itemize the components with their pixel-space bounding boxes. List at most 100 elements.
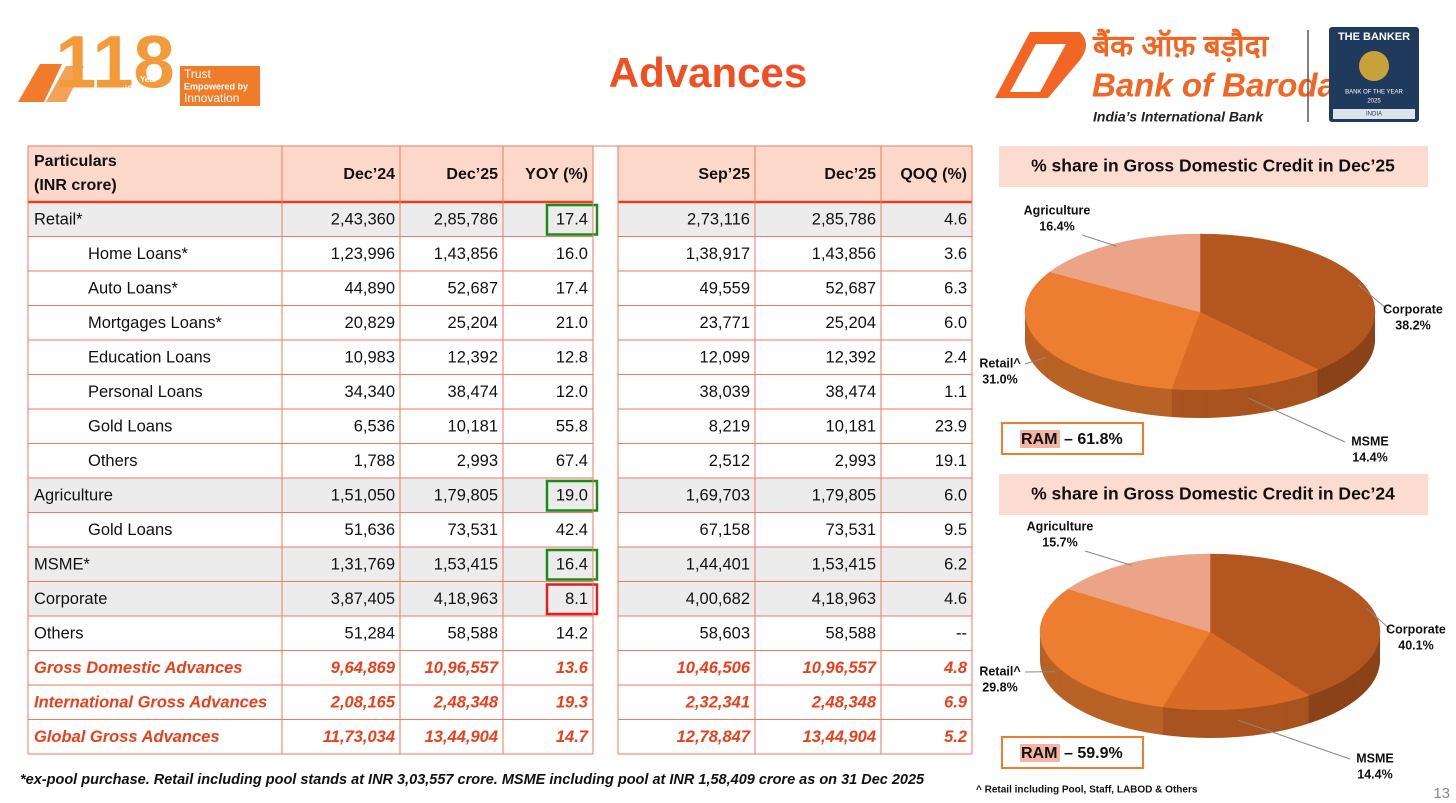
cell: 13,44,904 (425, 728, 498, 746)
row-label: Retail* (34, 211, 83, 229)
cell: 2,85,786 (812, 211, 876, 229)
annotation-key: RAM (1021, 745, 1057, 762)
cell: 9,64,869 (331, 659, 396, 677)
chart-title-bg (999, 474, 1428, 515)
cell: 67,158 (700, 521, 750, 539)
cell: 4.6 (944, 211, 967, 229)
cell: 2,08,165 (330, 694, 396, 712)
pie-value-label: 16.4% (1039, 219, 1074, 233)
logo-shape (18, 64, 62, 102)
cell: 42.4 (556, 521, 588, 539)
logo-shape (1010, 44, 1066, 92)
cell: 2,85,786 (434, 211, 498, 229)
pie-label: MSME (1356, 751, 1394, 765)
chart-title: % share in Gross Domestic Credit in Dec’… (1031, 156, 1395, 176)
cell: 11,73,034 (323, 728, 395, 746)
cell: 19.3 (556, 694, 588, 712)
annotation-key: RAM (1021, 431, 1057, 448)
cell: 2,48,348 (433, 694, 499, 712)
cell: 12,392 (448, 349, 498, 367)
cell: 10,46,506 (677, 659, 751, 677)
cell: 10,181 (826, 418, 876, 436)
cell: 52,687 (826, 280, 876, 298)
cell: 8,219 (709, 418, 750, 436)
award-text: 2025 (1367, 99, 1381, 105)
cell: 73,531 (826, 521, 876, 539)
cell: 4,18,963 (812, 590, 876, 608)
leader-line (1237, 719, 1351, 760)
chart-title-bg (999, 146, 1428, 187)
row-bg (618, 581, 972, 616)
cell: 1,79,805 (812, 487, 876, 505)
cell: 4.8 (943, 659, 968, 677)
header-label: Particulars (34, 153, 117, 170)
cell: 25,204 (448, 314, 498, 332)
footnote: ^ Retail including Pool, Staff, LABOD & … (976, 785, 1198, 796)
row-bg (618, 478, 972, 513)
logo-number: 118 (55, 21, 174, 104)
pie-value-label: 38.2% (1395, 318, 1430, 332)
header-bg (28, 146, 593, 202)
row-label: Home Loans* (88, 245, 189, 263)
cell: 52,687 (448, 280, 498, 298)
cell: 58,603 (700, 625, 750, 643)
cell: 34,340 (345, 383, 395, 401)
cell: 16.4 (556, 556, 588, 574)
left-logo: 118 Foundation Year Trust Empowered by I… (18, 21, 260, 106)
cell: 14.7 (556, 728, 589, 746)
cell: 1,79,805 (434, 487, 498, 505)
leader-line (1248, 397, 1346, 443)
column-header: QOQ (%) (900, 166, 967, 183)
column-header: Dec’25 (446, 166, 498, 183)
logo-name: Bank of Baroda (1092, 67, 1336, 104)
pie-value-label: 14.4% (1357, 767, 1392, 781)
leader-line (1024, 356, 1047, 365)
cell: 1,51,050 (331, 487, 395, 505)
cell: 1,43,856 (812, 245, 876, 263)
cell: 2,73,116 (687, 211, 750, 229)
cell: 13,44,904 (803, 728, 876, 746)
cell: 4,00,682 (686, 590, 750, 608)
cell: 16.0 (556, 245, 588, 263)
cell: 67.4 (556, 452, 588, 470)
cell: 5.2 (944, 728, 967, 746)
row-label: Gold Loans (88, 418, 172, 436)
pie-label: MSME (1351, 434, 1389, 448)
pie-slice (1067, 553, 1211, 633)
pie-label: Retail^ (979, 356, 1021, 370)
cell: 1,788 (354, 452, 395, 470)
bank-logo: बैंक ऑफ़ बड़ौदा Bank of Baroda India’s I… (995, 27, 1419, 125)
row-label: Others (34, 625, 84, 643)
cell: 51,636 (345, 521, 395, 539)
cell: 1,44,401 (686, 556, 750, 574)
cell: 23,771 (700, 314, 750, 332)
cell: 1.1 (944, 383, 967, 401)
cell: 4.6 (944, 590, 967, 608)
cell: 2,512 (709, 452, 750, 470)
cell: 1,38,917 (686, 245, 750, 263)
leader-line (1081, 234, 1117, 247)
pie-value-label: 40.1% (1398, 638, 1433, 652)
cell: 49,559 (700, 280, 750, 298)
pie-value-label: 29.8% (982, 680, 1017, 694)
row-label: International Gross Advances (34, 694, 267, 712)
row-label: MSME* (34, 556, 91, 574)
footnote: *ex-pool purchase. Retail including pool… (20, 772, 925, 788)
logo-text: Empowered by (184, 81, 248, 91)
row-label: Gross Domestic Advances (34, 659, 242, 677)
cell: 1,53,415 (434, 556, 498, 574)
column-header: Dec’24 (343, 166, 395, 183)
row-label: Education Loans (88, 349, 211, 367)
pie-label: Corporate (1383, 302, 1443, 316)
logo-text: Trust (184, 67, 212, 81)
column-header: Sep’25 (698, 166, 750, 183)
pie-label: Agriculture (1024, 203, 1091, 217)
cell-highlight (545, 583, 599, 616)
cell: 10,181 (448, 418, 498, 436)
cell: 1,53,415 (812, 556, 876, 574)
cell: 10,96,557 (803, 659, 877, 677)
page-number: 13 (1433, 785, 1450, 802)
cell: 73,531 (448, 521, 498, 539)
cell: 1,23,996 (331, 245, 395, 263)
cell: 38,474 (826, 383, 876, 401)
